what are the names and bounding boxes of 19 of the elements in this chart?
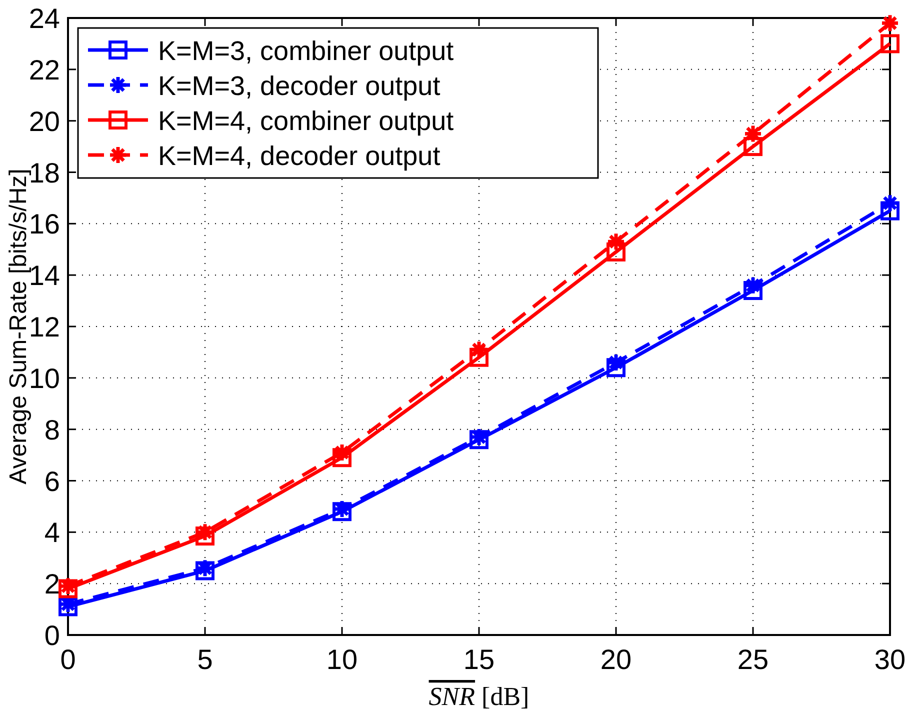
y-tick-label: 2 — [44, 568, 60, 600]
legend-label: K=M=3, decoder output — [158, 71, 441, 101]
x-tick-label: 10 — [326, 644, 358, 675]
y-tick-label: 4 — [44, 517, 60, 548]
x-axis-title: SNR [dB] — [428, 682, 530, 711]
x-tick-label: 20 — [600, 644, 632, 675]
y-tick-label: 6 — [44, 466, 60, 497]
legend-label: K=M=4, decoder output — [158, 141, 441, 171]
x-tick-label: 15 — [463, 644, 495, 675]
y-tick-label: 20 — [28, 106, 60, 137]
legend-label: K=M=4, combiner output — [158, 106, 454, 136]
x-tick-label: 30 — [874, 644, 906, 675]
legend-label: K=M=3, combiner output — [158, 36, 454, 66]
x-tick-label: 25 — [737, 644, 769, 675]
y-tick-label: 0 — [44, 620, 60, 651]
y-tick-label: 22 — [28, 54, 60, 86]
y-tick-label: 8 — [44, 414, 60, 446]
x-tick-label: 5 — [197, 644, 213, 675]
y-tick-label: 24 — [28, 3, 60, 34]
